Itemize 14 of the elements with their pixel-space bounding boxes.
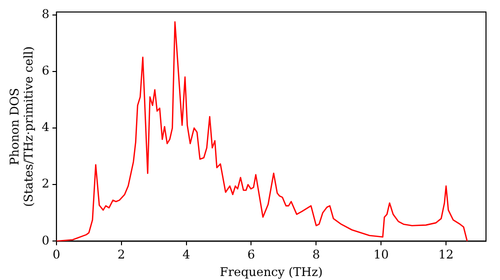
x-tick-label: 2	[118, 248, 126, 262]
x-tick-label: 4	[182, 248, 190, 262]
x-tick-label: 10	[373, 248, 389, 262]
y-tick-label: 2	[42, 176, 50, 191]
y-axis-title: Phonon DOS (States/THz·primitive cell)	[7, 46, 36, 207]
x-axis-title: Frequency (THz)	[220, 264, 323, 279]
x-tick-label: 8	[312, 248, 320, 262]
x-tick-label: 12	[438, 248, 454, 262]
y-tick-label: 0	[42, 233, 50, 248]
y-tick-label: 6	[42, 64, 50, 78]
x-tick-label: 6	[247, 248, 256, 262]
x-tick-label: 0	[52, 248, 60, 262]
y-tick-label: 8	[42, 6, 50, 21]
y-tick-label: 4	[42, 120, 50, 134]
